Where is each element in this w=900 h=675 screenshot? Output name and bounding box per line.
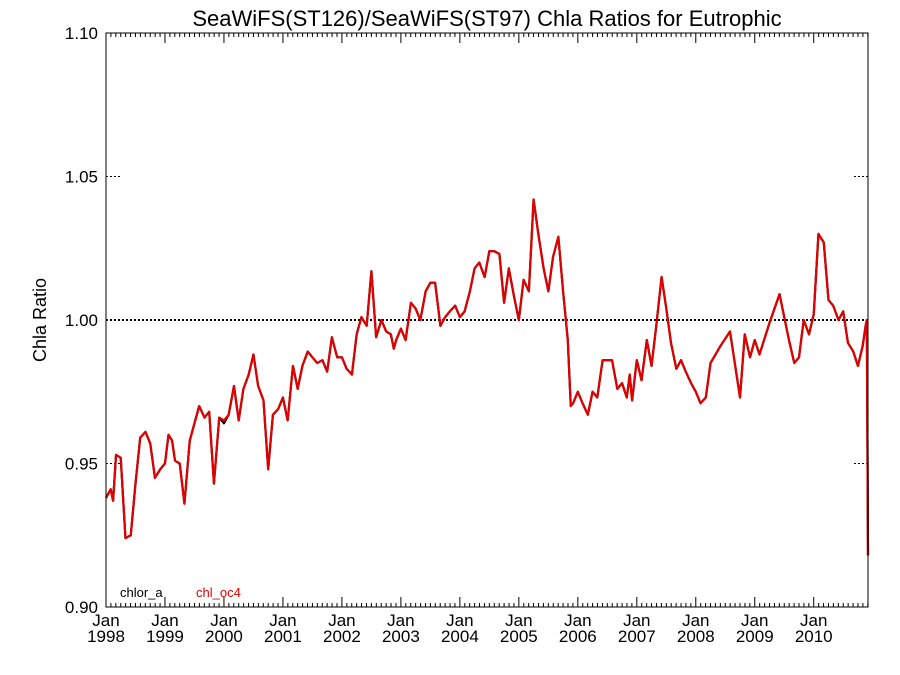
x-tick-label-year: 2003 [382,627,420,646]
y-tick-label: 0.95 [65,455,98,474]
legend-item-chl-oc4: chl_oc4 [196,585,241,600]
x-tick-label-year: 2000 [205,627,243,646]
x-tick-label-month: Jan [623,611,650,630]
x-tick-label-month: Jan [741,611,768,630]
x-tick-label-year: 2007 [618,627,656,646]
x-tick-label-month: Jan [564,611,591,630]
x-tick-labels: Jan1998Jan1999Jan2000Jan2001Jan2002Jan20… [87,611,833,646]
x-tick-label-year: 2008 [677,627,715,646]
x-tick-label-year: 2009 [736,627,774,646]
y-tick-label: 1.05 [65,168,98,187]
y-tick-label: 1.00 [65,311,98,330]
x-tick-label-year: 2002 [323,627,361,646]
x-tick-label-year: 1998 [87,627,125,646]
x-tick-label-month: Jan [151,611,178,630]
x-tick-label-year: 2004 [441,627,479,646]
x-tick-label-month: Jan [446,611,473,630]
x-tick-label-month: Jan [92,611,119,630]
y-tick-label: 1.10 [65,24,98,43]
x-tick-label-month: Jan [328,611,355,630]
y-tick-labels: 0.90 0.95 1.00 1.05 1.10 [65,24,98,617]
y-tick-label: 0.90 [65,598,98,617]
x-tick-label-year: 2010 [795,627,833,646]
tick-marks [105,32,869,608]
series-group [105,198,870,556]
series-line-chlor-a [105,198,870,556]
chart-title: SeaWiFS(ST126)/SeaWiFS(ST97) Chla Ratios… [192,6,781,31]
legend-item-chlor-a: chlor_a [120,585,163,600]
x-tick-label-month: Jan [210,611,237,630]
x-tick-label-month: Jan [387,611,414,630]
x-tick-label-month: Jan [269,611,296,630]
x-tick-label-year: 2005 [500,627,538,646]
x-tick-label-month: Jan [682,611,709,630]
x-tick-label-year: 1999 [146,627,184,646]
y-axis-label: Chla Ratio [30,278,50,362]
plot-frame [105,32,869,608]
x-tick-label-month: Jan [505,611,532,630]
x-tick-label-month: Jan [800,611,827,630]
x-tick-label-year: 2001 [264,627,302,646]
legend: chlor_a chl_oc4 [120,585,241,600]
x-tick-label-year: 2006 [559,627,597,646]
series-line-chl-oc4 [105,198,870,556]
